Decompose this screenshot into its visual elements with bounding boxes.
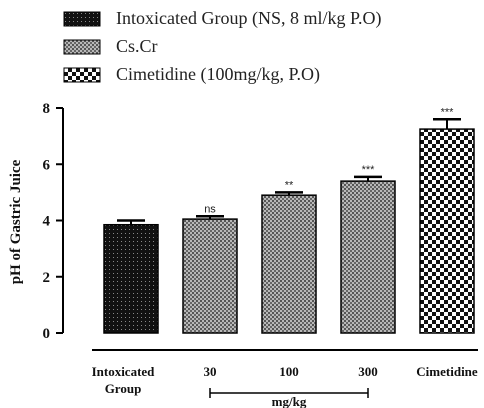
significance-label-3: *** xyxy=(362,164,376,176)
bar-0 xyxy=(103,223,159,334)
legend-swatch-1 xyxy=(63,39,101,55)
group-bracket: mg/kg xyxy=(209,388,369,408)
legend-label-1: Cs.Cr xyxy=(116,36,158,56)
bar-3 xyxy=(340,180,396,334)
bars: ns******** xyxy=(103,106,475,334)
legend-label-0: Intoxicated Group (NS, 8 ml/kg P.O) xyxy=(116,8,381,29)
legend-swatch-2 xyxy=(63,67,101,83)
bar-1 xyxy=(182,218,238,334)
legend: Intoxicated Group (NS, 8 ml/kg P.O) Cs.C… xyxy=(63,8,381,85)
significance-label-4: *** xyxy=(441,106,455,118)
category-label-0-line-1: Group xyxy=(105,381,142,396)
y-tick-label-4: 8 xyxy=(43,101,51,117)
category-label-2: 100 xyxy=(279,364,299,379)
y-tick-label-0: 0 xyxy=(43,326,51,342)
group-bracket-label: mg/kg xyxy=(272,394,307,408)
legend-item-0: Intoxicated Group (NS, 8 ml/kg P.O) xyxy=(63,8,381,29)
legend-label-2: Cimetidine (100mg/kg, P.O) xyxy=(116,64,320,85)
bar-4 xyxy=(419,128,475,334)
category-label-0-line-0: Intoxicated xyxy=(92,364,156,379)
legend-item-1: Cs.Cr xyxy=(63,36,158,56)
significance-label-1: ns xyxy=(204,203,216,215)
bar-2 xyxy=(261,194,317,334)
y-tick-label-3: 6 xyxy=(43,157,51,173)
y-axis-ticks: 0 2 4 6 8 xyxy=(43,101,63,342)
category-label-4: Cimetidine xyxy=(416,364,478,379)
category-label-3: 300 xyxy=(358,364,378,379)
category-label-1: 30 xyxy=(204,364,217,379)
legend-item-2: Cimetidine (100mg/kg, P.O) xyxy=(63,64,320,85)
legend-swatch-0 xyxy=(63,11,101,27)
y-tick-label-1: 2 xyxy=(43,270,51,286)
significance-label-2: ** xyxy=(285,179,294,191)
y-axis-label: pH of Gastric Juice xyxy=(8,159,24,284)
y-tick-label-2: 4 xyxy=(43,214,51,230)
category-labels: Intoxicated Group 30 100 300 Cimetidine xyxy=(92,364,478,396)
